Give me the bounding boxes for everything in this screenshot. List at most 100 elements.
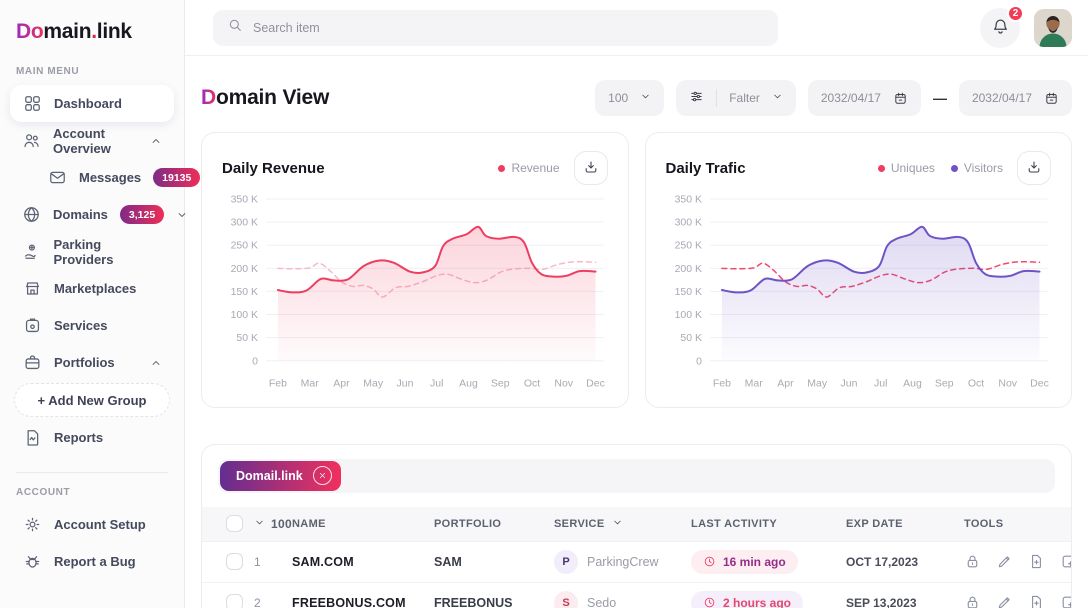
svg-text:Sep: Sep [491, 379, 510, 390]
legend-dot [950, 164, 958, 172]
last-activity-cell: 16 min ago [691, 549, 846, 574]
legend-label: Revenue [511, 161, 560, 175]
column-header-last-activity: LAST ACTIVITY [691, 518, 846, 530]
bug-icon [22, 552, 42, 571]
calendar-icon [1044, 91, 1059, 106]
service-avatar: S [554, 590, 578, 608]
sidebar-item-add-new-group[interactable]: + Add New Group [14, 383, 170, 417]
svg-text:350 K: 350 K [231, 194, 258, 205]
column-header-name: NAME [292, 518, 434, 530]
lock-icon[interactable] [964, 553, 981, 570]
chart-card-daily-revenue: Daily Revenue Revenue 350 K 300 K 250 K 200 K… [201, 132, 629, 408]
parking-icon [22, 242, 42, 261]
row-checkbox[interactable] [226, 553, 243, 571]
table-row: 1 SAM.COM SAM P ParkingCrew 16 min ago OCT 17,… [202, 540, 1071, 582]
file-plus-icon[interactable] [1028, 594, 1045, 608]
account-menu: Account Setup Report a Bug [0, 506, 184, 580]
sidebar-item-reports[interactable]: Reports [10, 419, 174, 456]
exp-date-cell: OCT 17,2023 [846, 554, 919, 569]
note-plus-icon[interactable] [1060, 553, 1071, 570]
page-title: Domain View [201, 86, 329, 110]
sidebar-item-domains[interactable]: Domains 3,125 [10, 196, 186, 233]
date-from-picker[interactable]: 2032/04/17 [807, 80, 921, 116]
logo-dot: . [91, 20, 97, 43]
logo-link: link [96, 20, 132, 43]
last-activity-badge: 16 min ago [691, 549, 798, 574]
sidebar-item-report-a-bug[interactable]: Report a Bug [10, 543, 174, 580]
legend-label: Uniques [890, 161, 935, 175]
user-avatar[interactable] [1034, 8, 1072, 47]
sidebar-item-label: Dashboard [54, 96, 122, 111]
filter-chip[interactable]: Domail.link [220, 460, 341, 491]
sidebar-item-account-setup[interactable]: Account Setup [10, 506, 174, 543]
row-checkbox[interactable] [226, 594, 243, 608]
account-section-label: ACCOUNT [16, 487, 71, 498]
pencil-icon[interactable] [996, 594, 1013, 608]
search-box[interactable] [213, 9, 778, 46]
logo-do: Do [16, 20, 44, 43]
download-chart-button[interactable] [1017, 151, 1051, 185]
last-activity-badge: 2 hours ago [691, 590, 804, 608]
sidebar-item-label: Services [54, 318, 108, 333]
sidebar-item-label: Parking Providers [53, 236, 114, 267]
column-header-label: SERVICE [554, 517, 605, 530]
column-header-tools: TOOLS [964, 518, 1057, 530]
row-number: 1 [254, 554, 261, 569]
chart-header-right: Uniques Visitors [877, 151, 1051, 185]
service-cell: S Sedo [554, 590, 691, 608]
sidebar-item-services[interactable]: Services [10, 307, 174, 344]
date-to-picker[interactable]: 2032/04/17 [958, 80, 1072, 116]
column-header-label: LAST ACTIVITY [691, 517, 778, 530]
bell-icon [991, 17, 1010, 39]
svg-text:100 K: 100 K [674, 310, 701, 321]
svg-text:Jul: Jul [874, 379, 887, 390]
column-header-exp-date: EXP DATE [846, 518, 964, 530]
sidebar-item-label: Account Setup [54, 517, 146, 532]
sidebar-item-messages[interactable]: Messages 19135 [10, 159, 201, 196]
filter-chip-bar: Domail.link [218, 458, 1055, 493]
svg-text:Jun: Jun [397, 379, 414, 390]
sidebar-item-account-overview[interactable]: Account Overview [10, 122, 174, 159]
lock-icon[interactable] [964, 594, 981, 608]
date-to-value: 2032/04/17 [971, 91, 1032, 105]
chip-close-button[interactable] [312, 466, 332, 486]
svg-text:Feb: Feb [712, 379, 730, 390]
pencil-icon[interactable] [996, 553, 1013, 570]
mail-icon [48, 168, 67, 187]
sidebar-item-marketplaces[interactable]: Marketplaces [10, 270, 174, 307]
legend-dot [877, 164, 885, 172]
download-icon [583, 159, 599, 178]
notification-count-badge: 2 [1007, 4, 1024, 22]
svg-text:350 K: 350 K [674, 194, 701, 205]
page-size-select[interactable]: 100 [595, 80, 665, 116]
svg-text:Dec: Dec [1030, 379, 1049, 390]
svg-text:250 K: 250 K [231, 241, 258, 252]
chevron-down-icon[interactable] [612, 517, 623, 531]
svg-text:Jul: Jul [430, 379, 443, 390]
chart-title: Daily Revenue [222, 159, 325, 177]
legend-dot [498, 164, 506, 172]
sidebar-item-dashboard[interactable]: Dashboard [10, 85, 174, 122]
note-plus-icon[interactable] [1060, 594, 1071, 608]
filter-select[interactable]: Falter [676, 80, 796, 116]
chevron-down-icon [772, 91, 783, 105]
header-checkbox[interactable] [226, 515, 243, 533]
rows-per-page-sort[interactable]: 100 [254, 517, 292, 531]
svg-text:Mar: Mar [301, 379, 320, 390]
sidebar-item-portfolios[interactable]: Portfolios [10, 344, 174, 381]
svg-text:100 K: 100 K [231, 310, 258, 321]
svg-text:0: 0 [696, 356, 702, 367]
svg-text:Apr: Apr [777, 379, 794, 390]
sidebar-item-label: Report a Bug [54, 554, 136, 569]
sidebar-item-parking-providers[interactable]: Parking Providers [10, 233, 174, 270]
main-menu: Dashboard Account Overview Messages 19135 Do… [0, 85, 201, 456]
file-plus-icon[interactable] [1028, 553, 1045, 570]
globe-icon [22, 205, 41, 224]
filter-label: Falter [729, 91, 760, 105]
sidebar-button-label: + Add New Group [37, 392, 147, 408]
service-name: Sedo [587, 595, 617, 608]
search-input[interactable] [253, 20, 764, 35]
download-chart-button[interactable] [573, 151, 608, 185]
svg-text:200 K: 200 K [674, 264, 701, 275]
svg-text:Oct: Oct [967, 379, 983, 390]
